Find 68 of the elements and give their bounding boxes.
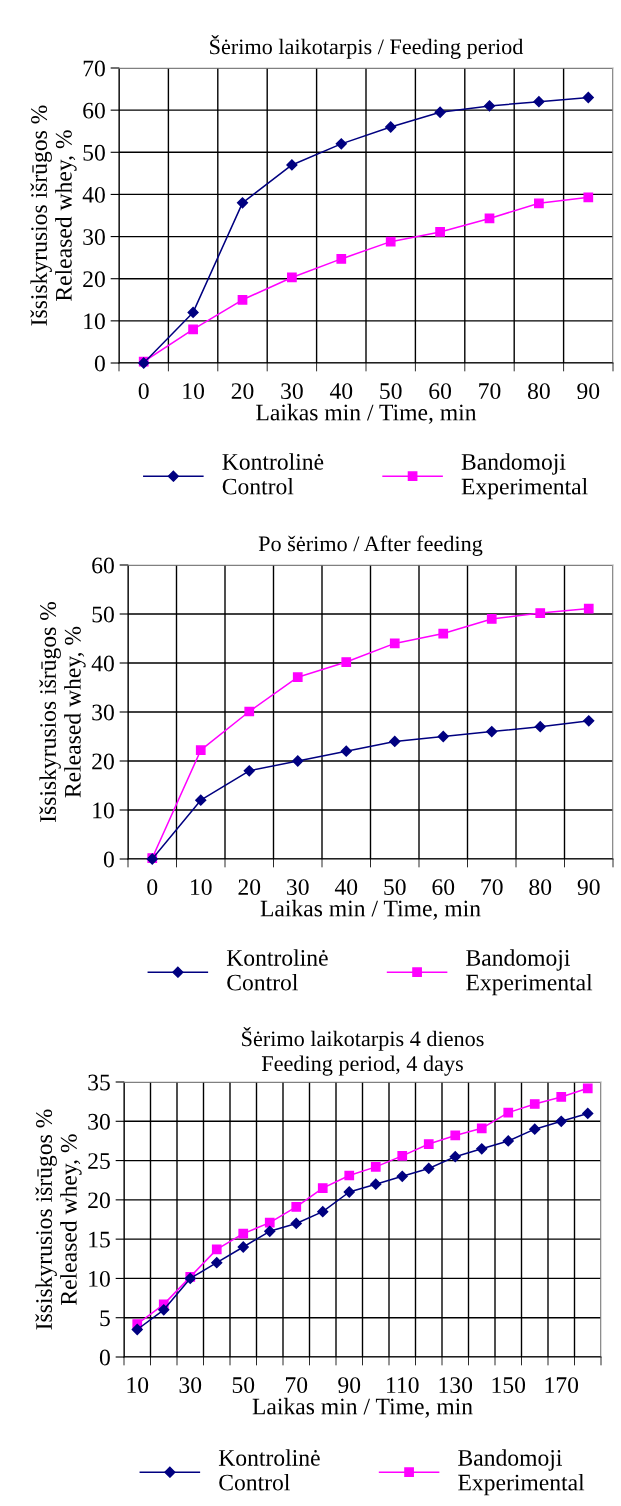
- x-tick-label: 150: [492, 1377, 526, 1394]
- y-axis-title: Išsiskyrusios išrūgos % Released whey, %: [35, 1109, 82, 1330]
- x-tick-label: 30: [281, 383, 303, 400]
- y-tick-label: 60: [83, 102, 105, 119]
- y-tick-label: 0: [94, 355, 105, 372]
- x-tick-label: 90: [577, 383, 600, 400]
- x-tick-label: 50: [232, 1377, 255, 1394]
- y-tick-label: 40: [82, 186, 105, 203]
- x-tick-label: 10: [127, 1377, 149, 1394]
- x-tick-label: 60: [429, 383, 452, 400]
- x-tick-label: 10: [183, 383, 205, 400]
- x-tick-label: 170: [545, 1377, 579, 1394]
- y-tick-label: 30: [88, 1113, 110, 1130]
- y-tick-label: 20: [92, 753, 114, 770]
- x-tick-label: 70: [479, 383, 501, 400]
- x-tick-label: 0: [138, 383, 149, 400]
- x-axis-title: Laikas min / Time, min: [252, 1397, 473, 1418]
- y-tick-label: 30: [92, 704, 114, 721]
- y-tick-label: 50: [83, 144, 105, 161]
- y-tick-label: 0: [103, 851, 114, 868]
- y-tick-label: 0: [99, 1349, 110, 1366]
- legend-label: Kontrolinė Control: [222, 453, 324, 495]
- chart-title: Po šėrimo / After feeding: [258, 535, 483, 556]
- x-tick-label: 20: [231, 383, 254, 400]
- legend-label: Bandomoji Experimental: [458, 1449, 585, 1496]
- x-tick-label: 20: [238, 879, 261, 896]
- y-tick-label: 35: [88, 1074, 110, 1091]
- y-tick-label: 70: [83, 60, 105, 77]
- x-tick-label: 50: [384, 879, 406, 896]
- x-tick-label: 110: [387, 1377, 419, 1394]
- y-axis-title: Išsiskyrusios išrūgos % Released whey, %: [39, 601, 86, 822]
- x-axis-title: Laikas min / Time, min: [256, 403, 477, 424]
- y-tick-label: 10: [84, 313, 105, 330]
- x-tick-label: 30: [287, 879, 309, 896]
- x-tick-label: 40: [329, 383, 353, 400]
- y-tick-label: 40: [91, 655, 114, 672]
- y-tick-label: 10: [89, 1270, 110, 1287]
- chart-title: Šėrimo laikotarpis / Feeding period: [210, 35, 524, 59]
- y-tick-label: 15: [89, 1231, 110, 1248]
- x-axis-title: Laikas min / Time, min: [260, 899, 481, 920]
- x-tick-label: 70: [481, 879, 503, 896]
- y-tick-label: 60: [92, 557, 114, 574]
- legend-label: Bandomoji Experimental: [466, 949, 593, 996]
- chart-title: Šėrimo laikotarpis 4 dienos: [242, 1027, 484, 1051]
- x-tick-label: 90: [338, 1377, 361, 1394]
- legend-label: Kontrolinė Control: [218, 1449, 320, 1491]
- x-tick-label: 80: [527, 383, 550, 400]
- y-axis-title: Išsiskyrusios išrūgos % Released whey, %: [30, 105, 77, 326]
- y-tick-label: 5: [100, 1310, 110, 1327]
- y-tick-label: 30: [83, 229, 105, 245]
- chart-subtitle: Feeding period, 4 days: [261, 1055, 463, 1076]
- x-tick-label: 60: [432, 879, 455, 896]
- x-tick-label: 0: [147, 879, 158, 896]
- y-tick-label: 25: [88, 1153, 110, 1169]
- x-tick-label: 30: [179, 1377, 202, 1394]
- x-tick-label: 10: [191, 879, 212, 896]
- legend-label: Bandomoji Experimental: [461, 453, 588, 500]
- legend-label: Kontrolinė Control: [226, 949, 328, 991]
- x-tick-label: 80: [529, 879, 552, 896]
- y-tick-label: 50: [92, 606, 114, 623]
- x-tick-label: 50: [380, 383, 402, 400]
- x-tick-label: 130: [439, 1377, 473, 1394]
- x-tick-label: 40: [334, 879, 358, 896]
- y-tick-label: 20: [83, 271, 105, 288]
- x-tick-label: 90: [577, 879, 600, 896]
- y-tick-label: 20: [88, 1192, 110, 1209]
- y-tick-label: 10: [93, 802, 114, 819]
- x-tick-label: 70: [286, 1377, 308, 1394]
